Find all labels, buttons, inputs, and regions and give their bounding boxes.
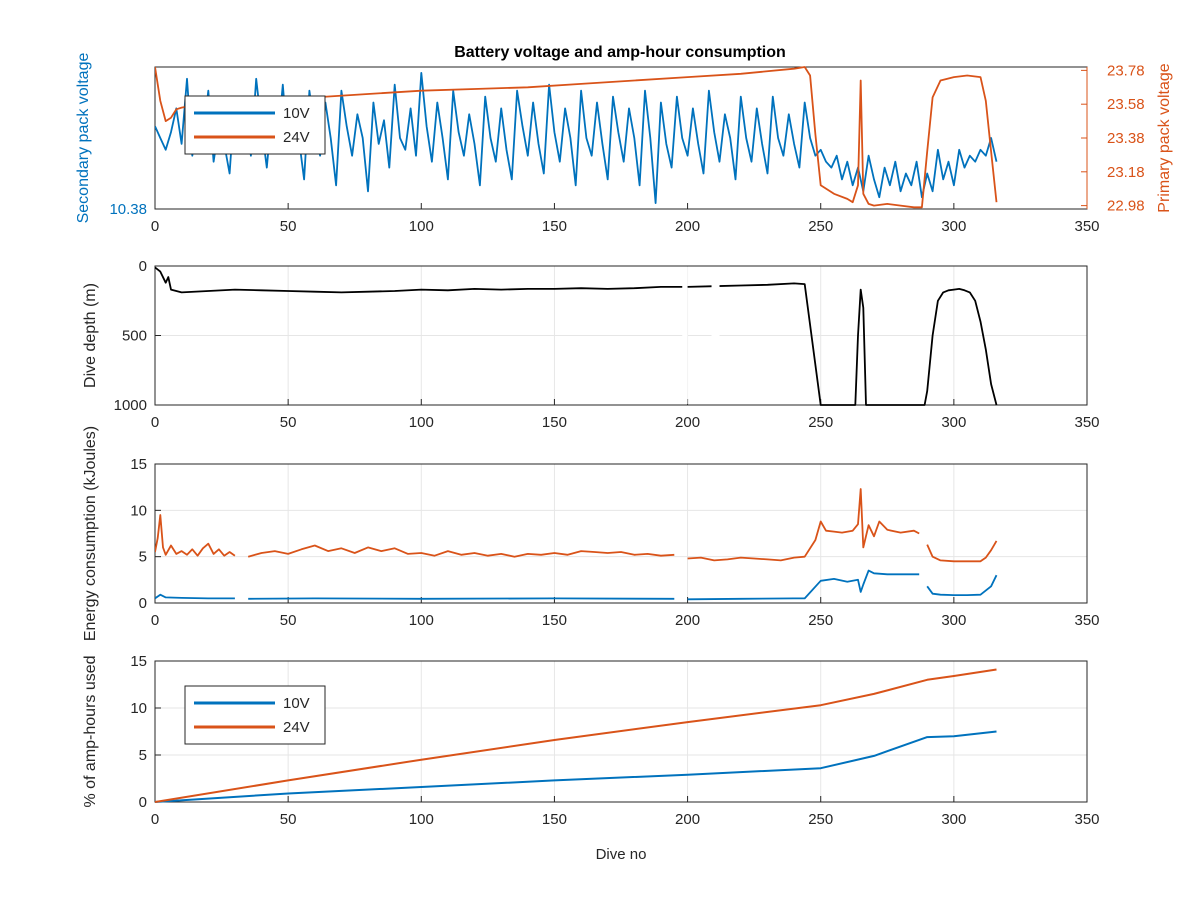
y-tick-label-right: 23.18 bbox=[1107, 164, 1145, 181]
y-axis-label: % of amp-hours used bbox=[82, 655, 99, 807]
axes-box bbox=[154, 660, 1088, 803]
x-tick-label: 300 bbox=[941, 414, 966, 431]
y-tick-label: 500 bbox=[122, 328, 147, 345]
legend-box bbox=[184, 95, 326, 155]
legend-box bbox=[184, 685, 326, 745]
x-tick-label: 0 bbox=[151, 218, 159, 235]
x-tick-label: 200 bbox=[675, 218, 700, 235]
y-tick-label-right: 23.38 bbox=[1107, 130, 1145, 147]
y-tick-label-right: 22.98 bbox=[1107, 198, 1145, 215]
series-line-24v bbox=[155, 514, 236, 557]
legend-label-10v: 10V bbox=[283, 695, 310, 712]
x-tick-label: 350 bbox=[1074, 414, 1099, 431]
x-tick-label: 300 bbox=[941, 811, 966, 828]
panel-depth: 0 50 100 150 200 250 300 350 0 500 1000 Dive depth … bbox=[82, 258, 1100, 431]
legend-label-24v: 24V bbox=[283, 719, 310, 736]
x-tick-label: 100 bbox=[409, 612, 434, 629]
y-tick-label: 0 bbox=[139, 794, 147, 811]
x-tick-label: 350 bbox=[1074, 218, 1099, 235]
x-tick-label: 150 bbox=[542, 414, 567, 431]
y-tick-label: 5 bbox=[139, 747, 147, 764]
series-line-10v bbox=[155, 593, 235, 600]
x-tick-label: 200 bbox=[675, 414, 700, 431]
y-axis-label: Secondary pack voltage bbox=[75, 53, 92, 224]
data-gap bbox=[711, 267, 720, 404]
y-tick-label: 10 bbox=[130, 502, 147, 519]
y-tick-label: 1000 bbox=[114, 397, 147, 414]
x-tick-label: 0 bbox=[151, 414, 159, 431]
series-line-24v bbox=[926, 540, 998, 563]
y-tick-label: 5 bbox=[139, 549, 147, 566]
x-tick-label: 50 bbox=[280, 811, 297, 828]
series-line-10v bbox=[155, 730, 997, 803]
x-tick-label: 300 bbox=[941, 612, 966, 629]
x-tick-label: 100 bbox=[409, 218, 434, 235]
y-tick-label: 10.38 bbox=[109, 201, 147, 218]
legend-label-24v: 24V bbox=[283, 129, 310, 146]
series-line-24v bbox=[155, 668, 997, 803]
y-axis-label-right: Primary pack voltage bbox=[1156, 63, 1173, 212]
series-line-black bbox=[155, 266, 998, 406]
y-tick-label: 15 bbox=[130, 456, 147, 473]
x-tick-label: 250 bbox=[808, 612, 833, 629]
x-tick-label: 200 bbox=[675, 811, 700, 828]
y-tick-label: 0 bbox=[139, 258, 147, 275]
data-gap bbox=[682, 267, 688, 404]
y-tick-label: 10 bbox=[130, 700, 147, 717]
series-line-24v bbox=[247, 544, 675, 558]
x-tick-label: 150 bbox=[542, 218, 567, 235]
y-tick-label: 0 bbox=[139, 595, 147, 612]
x-tick-label: 0 bbox=[151, 811, 159, 828]
x-tick-label: 50 bbox=[280, 218, 297, 235]
x-tick-label: 250 bbox=[808, 414, 833, 431]
x-tick-label: 350 bbox=[1074, 811, 1099, 828]
panel-amphours: 0 50 100 150 200 250 300 350 0 5 10 15 % of amp-hour… bbox=[82, 653, 1100, 863]
axes-box bbox=[154, 463, 1088, 604]
chart-title: Battery voltage and amp-hour consumption bbox=[454, 44, 786, 61]
x-tick-label: 350 bbox=[1074, 612, 1099, 629]
x-tick-label: 0 bbox=[151, 612, 159, 629]
x-axis-label: Dive no bbox=[596, 846, 647, 863]
panel-energy: 0 50 100 150 200 250 300 350 0 5 10 15 Energy consum… bbox=[82, 426, 1100, 641]
y-tick-label-right: 23.58 bbox=[1107, 96, 1145, 113]
panel-voltage: 0 50 100 150 200 250 300 350 10.38 22.98 23.18 23.3… bbox=[75, 53, 1173, 235]
x-tick-label: 100 bbox=[409, 811, 434, 828]
y-tick-label: 15 bbox=[130, 653, 147, 670]
y-tick-label-right: 23.78 bbox=[1107, 62, 1145, 79]
y-axis-label: Dive depth (m) bbox=[82, 283, 99, 388]
x-tick-label: 250 bbox=[808, 811, 833, 828]
series-line-24v bbox=[687, 488, 920, 562]
x-tick-label: 250 bbox=[808, 218, 833, 235]
series-line-10v bbox=[926, 574, 998, 596]
x-tick-label: 200 bbox=[675, 612, 700, 629]
x-tick-label: 150 bbox=[542, 612, 567, 629]
x-tick-label: 50 bbox=[280, 612, 297, 629]
x-tick-label: 50 bbox=[280, 414, 297, 431]
x-tick-label: 100 bbox=[409, 414, 434, 431]
y-axis-label: Energy consumption (kJoules) bbox=[82, 426, 99, 641]
legend-label-10v: 10V bbox=[283, 105, 310, 122]
x-tick-label: 150 bbox=[542, 811, 567, 828]
series-line-10v bbox=[687, 569, 920, 601]
x-tick-label: 300 bbox=[941, 218, 966, 235]
